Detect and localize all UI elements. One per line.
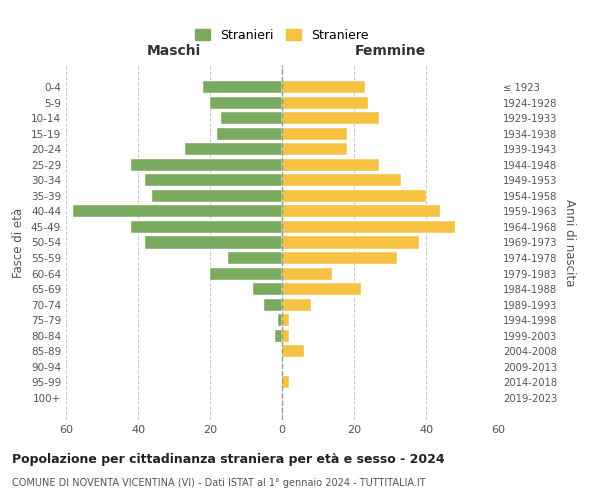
Bar bbox=[282, 298, 311, 310]
Bar bbox=[228, 252, 282, 264]
Bar bbox=[275, 330, 282, 342]
Bar bbox=[282, 345, 304, 358]
Text: Maschi: Maschi bbox=[147, 44, 201, 58]
Bar bbox=[282, 376, 289, 388]
Bar bbox=[131, 159, 282, 171]
Bar bbox=[282, 190, 426, 202]
Bar bbox=[282, 112, 379, 124]
Bar bbox=[282, 81, 365, 94]
Text: COMUNE DI NOVENTA VICENTINA (VI) - Dati ISTAT al 1° gennaio 2024 - TUTTITALIA.IT: COMUNE DI NOVENTA VICENTINA (VI) - Dati … bbox=[12, 478, 425, 488]
Bar bbox=[210, 268, 282, 280]
Bar bbox=[282, 128, 347, 140]
Bar bbox=[282, 174, 401, 186]
Bar bbox=[282, 268, 332, 280]
Bar bbox=[185, 144, 282, 156]
Bar bbox=[282, 221, 455, 233]
Bar bbox=[282, 159, 379, 171]
Bar bbox=[282, 283, 361, 295]
Text: Femmine: Femmine bbox=[355, 44, 425, 58]
Bar bbox=[278, 314, 282, 326]
Bar bbox=[282, 144, 347, 156]
Bar bbox=[203, 81, 282, 94]
Bar bbox=[152, 190, 282, 202]
Legend: Stranieri, Straniere: Stranieri, Straniere bbox=[191, 25, 373, 46]
Y-axis label: Anni di nascita: Anni di nascita bbox=[563, 199, 576, 286]
Bar bbox=[145, 236, 282, 248]
Bar bbox=[282, 236, 419, 248]
Bar bbox=[264, 298, 282, 310]
Bar bbox=[282, 330, 289, 342]
Bar bbox=[282, 252, 397, 264]
Bar bbox=[145, 174, 282, 186]
Text: Popolazione per cittadinanza straniera per età e sesso - 2024: Popolazione per cittadinanza straniera p… bbox=[12, 452, 445, 466]
Bar bbox=[282, 96, 368, 109]
Bar bbox=[131, 221, 282, 233]
Bar bbox=[282, 314, 289, 326]
Bar bbox=[217, 128, 282, 140]
Bar bbox=[221, 112, 282, 124]
Bar bbox=[282, 206, 440, 218]
Bar bbox=[253, 283, 282, 295]
Bar bbox=[210, 96, 282, 109]
Y-axis label: Fasce di età: Fasce di età bbox=[13, 208, 25, 278]
Bar bbox=[73, 206, 282, 218]
